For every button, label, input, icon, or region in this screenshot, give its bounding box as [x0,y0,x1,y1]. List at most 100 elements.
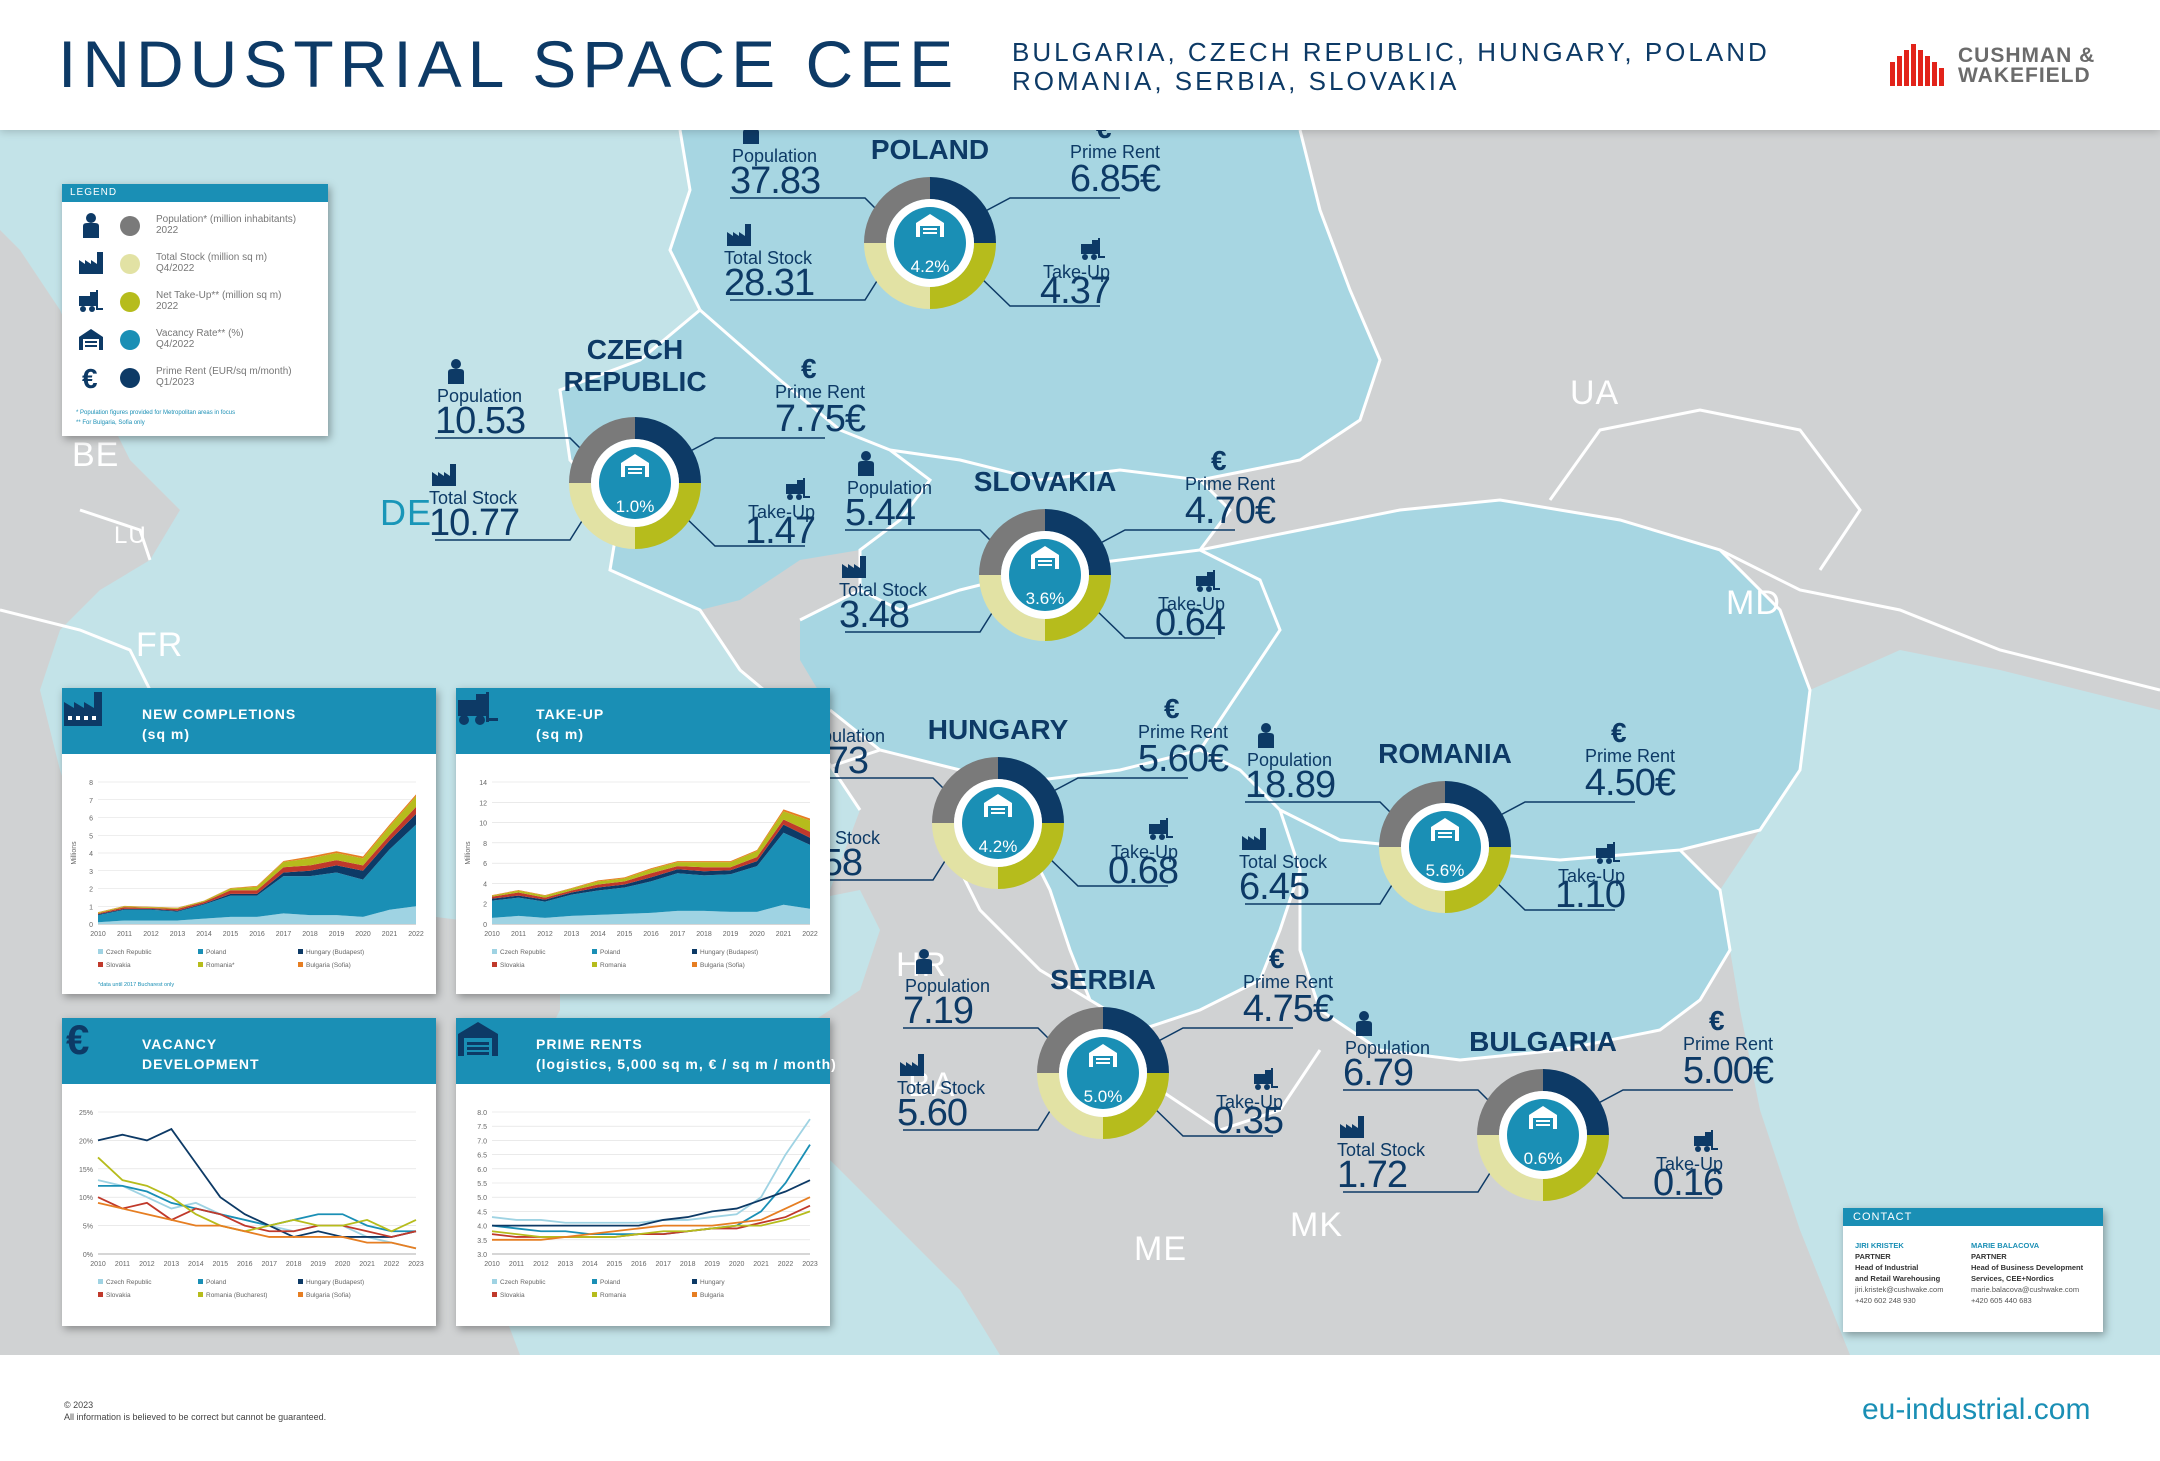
warehouse-icon [1431,818,1459,841]
legend-label: Vacancy Rate** (%) Q4/2022 [156,328,244,350]
legend-label-sub: 2022 [156,225,179,236]
warehouse-icon [984,794,1012,817]
area-series [98,796,416,914]
legend-label-text: Population* (million inhabitants) [156,214,297,225]
chart-legend-label: Bulgaria (Sofia) [700,962,745,969]
x-tick-label: 2018 [302,931,318,938]
y-tick-label: 8.0 [477,1110,487,1117]
total-stock-value: 3.48 [839,594,910,636]
x-tick-label: 2022 [408,931,424,938]
person-icon [916,949,932,974]
donut-takeup-segment [1543,1135,1609,1201]
country-serbia: Population 7.19 € Prime Rent 4.75€ Total… [853,928,1353,1148]
chart-legend-label: Czech Republic [106,1279,152,1286]
contact-email[interactable]: jiri.kristek@cushwake.com [1855,1285,1944,1294]
y-tick-label: 4 [89,851,93,858]
chart-legend-label: Poland [600,949,621,956]
panel-title-line-1: NEW COMPLETIONS [142,706,297,722]
y-tick-label: 6.0 [477,1167,487,1174]
population-label: Population [437,386,523,406]
vacancy-rate-value: 0.6% [1523,1149,1563,1168]
donut-takeup-segment [998,823,1064,889]
map-label-md: MD [1726,584,1781,622]
x-tick-label: 2011 [509,1261,524,1268]
legend-row: Vacancy Rate** (%) Q4/2022 [72,324,322,360]
panel-title-line-2: (logistics, 5,000 sq m, € / sq m / month… [536,1056,837,1072]
chart-legend-swatch [692,949,697,954]
chart-legend-label: Czech Republic [106,949,152,956]
y-tick-label: 4.5 [477,1209,487,1216]
chart-legend-label: Bulgaria [700,1292,724,1299]
website-link[interactable]: eu-industrial.com [1862,1393,2091,1426]
panel-title-line-2: (sq m) [142,726,190,742]
chart-legend-swatch [592,949,597,954]
total-stock-label: Total Stock [1239,852,1328,872]
panel-new-completions: NEW COMPLETIONS (sq m) 0 1 2 3 4 5 6 7 8 2010 2011 2… [62,688,436,994]
contact-name: MARIE BALACOVA [1971,1241,2040,1250]
country-donut [1379,781,1511,913]
legend-label: Total Stock (million sq m) Q4/2022 [156,252,267,274]
panel-take-up: TAKE-UP (sq m) 0 2 4 6 8 10 12 14 2010 2011 2012 201… [456,688,830,994]
prime-rent-value: 7.75€ [774,398,866,440]
legend-label: Net Take-Up** (million sq m) 2022 [156,290,281,312]
y-tick-label: 25% [79,1110,93,1117]
x-tick-label: 2010 [484,931,500,938]
euro-icon: € [801,354,817,380]
chart-legend-label: Romania* [206,962,235,969]
panel-header: € VACANCY DEVELOPMENT [62,1018,436,1084]
country-czech: Population 10.53 € Prime Rent 7.75€ Tota… [385,334,885,558]
legend-note-1: * Population figures provided for Metrop… [76,410,236,416]
country-donut [569,417,701,549]
donut-rent-segment [1045,509,1111,575]
y-tick-label: 14 [479,780,487,787]
total-stock-value: 5.60 [897,1092,968,1134]
contact-role: PARTNER [1971,1252,2007,1261]
chart-legend-swatch [198,962,203,967]
forklift-icon [458,692,498,725]
svg-text:€: € [801,354,817,380]
line-series [97,1156,417,1233]
take-up-label: Take-Up [747,502,815,522]
factory-icon [1242,828,1266,850]
chart-legend-label: Romania (Bucharest) [206,1292,267,1299]
legend-label-text: Net Take-Up** (million sq m) [156,290,282,301]
area-series [98,813,416,916]
connector-lines [1343,1089,1733,1199]
forklift-icon [1149,818,1173,840]
legend: LEGEND Population* (million inhabitants)… [62,184,328,436]
contact-phone[interactable]: +420 602 248 930 [1855,1296,1916,1305]
donut-takeup-segment [1445,847,1511,913]
x-tick-label: 2010 [484,1261,500,1268]
connector-lines [730,197,1120,307]
x-tick-label: 2021 [753,1261,769,1268]
x-tick-label: 2020 [749,931,765,938]
contact-phone[interactable]: +420 605 440 683 [1971,1296,2032,1305]
x-tick-label: 2016 [643,931,659,938]
panel-title-line-1: VACANCY [142,1036,218,1052]
chart-legend-swatch [298,1279,303,1284]
contact-role: PARTNER [1855,1252,1891,1261]
y-tick-label: 15% [79,1167,93,1174]
line-series [492,1179,811,1227]
chart-legend-swatch [98,962,103,967]
panel-title: NEW COMPLETIONS (sq m) [142,704,296,744]
header: INDUSTRIAL SPACE CEE BULGARIA, CZECH REP… [0,0,2160,130]
x-tick-label: 2015 [617,931,633,938]
y-tick-label: 10% [79,1195,93,1202]
legend-row: € Prime Rent (EUR/sq m/month) Q1/2023 [72,362,322,398]
disclaimer-text: All information is believed to be correc… [64,1412,327,1422]
y-axis-label: Millions [465,841,472,865]
total-stock-label: Total Stock [724,248,813,268]
chart-legend-label: Hungary [700,1279,725,1286]
chart-legend-swatch [592,1292,597,1297]
legend-color-dot [120,254,140,274]
person-icon [858,451,874,476]
area-series [492,811,810,898]
forklift-icon [786,478,810,500]
country-name: SERBIA [1050,964,1156,995]
country-name-line-1: CZECH [586,334,684,365]
svg-text:€: € [82,364,98,390]
y-tick-label: 8 [483,841,487,848]
contact-email[interactable]: marie.balacova@cushwake.com [1971,1285,2080,1294]
new-completions-chart: 0 1 2 3 4 5 6 7 8 2010 2011 2012 2013 2014 2015 2016 201… [71,780,424,988]
